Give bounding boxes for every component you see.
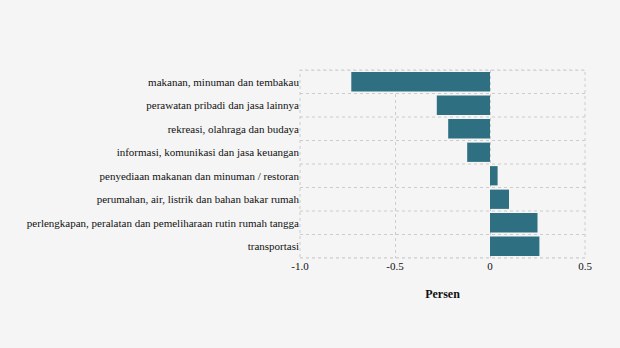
svg-text:makanan, minuman dan tembakau: makanan, minuman dan tembakau xyxy=(148,76,299,88)
svg-text:perumahan, air, listrik dan ba: perumahan, air, listrik dan bahan bakar … xyxy=(97,193,300,205)
svg-text:Persen: Persen xyxy=(425,287,460,301)
svg-text:rekreasi, olahraga dan budaya: rekreasi, olahraga dan budaya xyxy=(168,123,299,135)
svg-text:perlengkapan, peralatan dan pe: perlengkapan, peralatan dan pemeliharaan… xyxy=(27,217,299,229)
svg-text:penyediaan makanan dan minuman: penyediaan makanan dan minuman / restora… xyxy=(100,170,300,182)
svg-text:perawatan pribadi dan jasa lai: perawatan pribadi dan jasa lainnya xyxy=(146,99,299,111)
svg-text:-0.5: -0.5 xyxy=(386,260,404,272)
svg-text:0.5: 0.5 xyxy=(578,260,592,272)
svg-text:transportasi: transportasi xyxy=(248,240,299,252)
svg-text:informasi, komunikasi dan jasa: informasi, komunikasi dan jasa keuangan xyxy=(117,146,300,158)
svg-text:0: 0 xyxy=(487,260,493,272)
svg-text:-1.0: -1.0 xyxy=(291,260,309,272)
